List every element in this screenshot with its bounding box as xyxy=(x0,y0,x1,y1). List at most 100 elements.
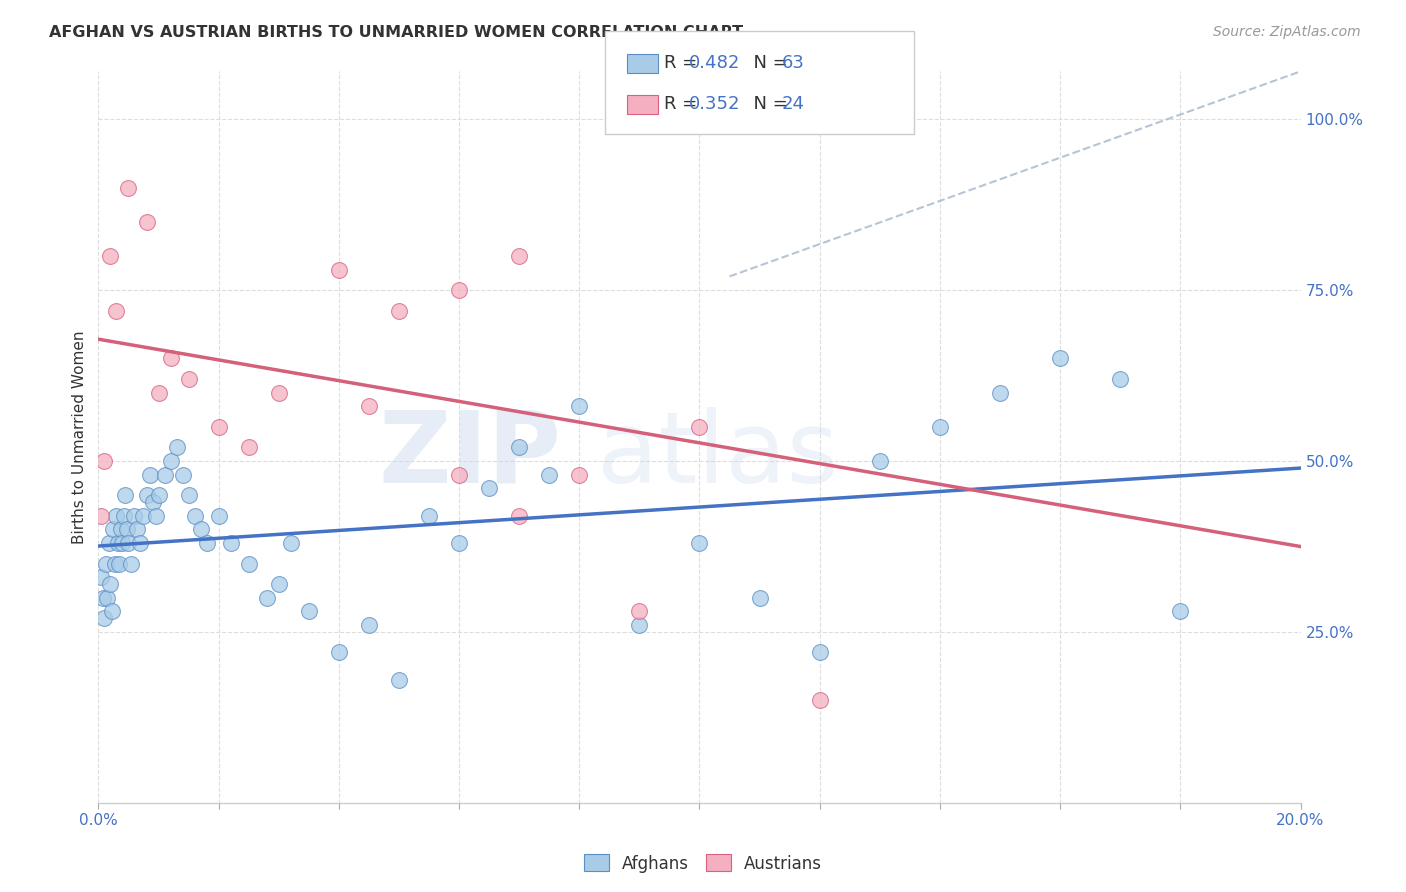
Point xyxy=(447,467,470,482)
Point xyxy=(103,522,125,536)
Point xyxy=(388,303,411,318)
Point xyxy=(107,536,129,550)
Text: atlas: atlas xyxy=(598,407,839,504)
Point xyxy=(121,557,143,571)
Point xyxy=(96,591,118,605)
Point xyxy=(100,604,122,618)
Point xyxy=(689,420,711,434)
Point xyxy=(238,557,260,571)
Point xyxy=(172,467,194,482)
Point xyxy=(808,645,831,659)
Point xyxy=(447,283,470,297)
Point xyxy=(298,604,321,618)
Legend: Afghans, Austrians: Afghans, Austrians xyxy=(578,847,828,880)
Point xyxy=(117,180,139,194)
Point xyxy=(280,536,302,550)
Point xyxy=(388,673,411,687)
Point xyxy=(183,508,205,523)
Point xyxy=(93,611,115,625)
Point xyxy=(105,508,128,523)
Text: Source: ZipAtlas.com: Source: ZipAtlas.com xyxy=(1213,25,1361,39)
Point xyxy=(508,249,530,263)
Text: R =: R = xyxy=(664,54,703,72)
Point xyxy=(138,467,160,482)
Point xyxy=(748,112,770,127)
Point xyxy=(124,508,146,523)
Point xyxy=(177,372,200,386)
Point xyxy=(568,400,591,414)
Point xyxy=(929,420,952,434)
Point xyxy=(357,400,380,414)
Point xyxy=(628,618,651,632)
Point xyxy=(1109,372,1132,386)
Point xyxy=(267,385,290,400)
Point xyxy=(190,522,212,536)
Point xyxy=(418,508,440,523)
Point xyxy=(1049,351,1071,366)
Point xyxy=(159,454,181,468)
Point xyxy=(748,591,770,605)
Point xyxy=(153,467,176,482)
Point xyxy=(105,303,128,318)
Point xyxy=(117,522,139,536)
Point xyxy=(357,618,380,632)
Point xyxy=(689,536,711,550)
Point xyxy=(508,440,530,454)
Point xyxy=(508,508,530,523)
Point xyxy=(328,262,350,277)
Point xyxy=(135,488,157,502)
Point xyxy=(208,420,231,434)
Point xyxy=(114,488,136,502)
Point xyxy=(112,508,135,523)
Point xyxy=(145,508,167,523)
Point xyxy=(219,536,242,550)
Point xyxy=(238,440,260,454)
Text: N =: N = xyxy=(742,95,794,113)
Point xyxy=(1170,604,1192,618)
Point xyxy=(177,488,200,502)
Point xyxy=(132,508,155,523)
Point xyxy=(98,536,121,550)
Point xyxy=(100,577,122,591)
Point xyxy=(94,557,117,571)
Point xyxy=(111,536,134,550)
Text: R =: R = xyxy=(664,95,703,113)
Point xyxy=(208,508,231,523)
Text: N =: N = xyxy=(742,54,794,72)
Text: 0.482: 0.482 xyxy=(689,54,741,72)
Point xyxy=(808,693,831,707)
Point xyxy=(478,481,501,495)
Point xyxy=(127,522,149,536)
Point xyxy=(148,385,170,400)
Text: 63: 63 xyxy=(782,54,804,72)
Point xyxy=(568,467,591,482)
Text: 0.352: 0.352 xyxy=(689,95,741,113)
Point xyxy=(267,577,290,591)
Text: 24: 24 xyxy=(782,95,804,113)
Point xyxy=(869,454,891,468)
Point xyxy=(447,536,470,550)
Point xyxy=(104,557,127,571)
Text: AFGHAN VS AUSTRIAN BIRTHS TO UNMARRIED WOMEN CORRELATION CHART: AFGHAN VS AUSTRIAN BIRTHS TO UNMARRIED W… xyxy=(49,25,744,40)
Point xyxy=(117,536,139,550)
Point xyxy=(90,570,112,584)
Point xyxy=(91,591,114,605)
Point xyxy=(110,522,132,536)
Point xyxy=(108,557,131,571)
Point xyxy=(256,591,278,605)
Point xyxy=(166,440,188,454)
Point xyxy=(988,385,1011,400)
Y-axis label: Births to Unmarried Women: Births to Unmarried Women xyxy=(72,330,87,544)
Point xyxy=(141,495,163,509)
Point xyxy=(328,645,350,659)
Point xyxy=(93,454,115,468)
Point xyxy=(159,351,181,366)
Text: ZIP: ZIP xyxy=(378,407,561,504)
Point xyxy=(628,604,651,618)
Point xyxy=(148,488,170,502)
Point xyxy=(129,536,152,550)
Point xyxy=(538,467,561,482)
Point xyxy=(100,249,122,263)
Point xyxy=(135,215,157,229)
Point xyxy=(195,536,218,550)
